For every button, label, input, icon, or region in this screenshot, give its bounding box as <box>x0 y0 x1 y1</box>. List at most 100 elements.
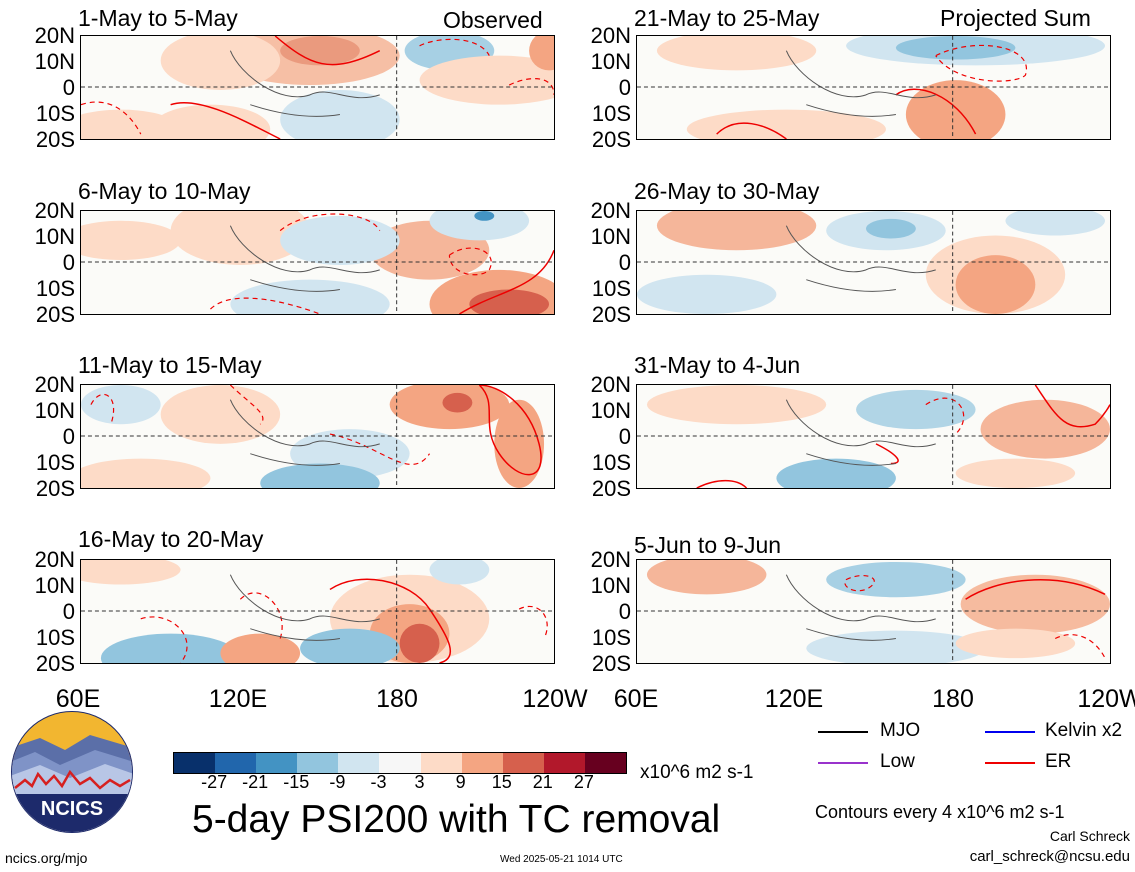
lat-tick-right-2-1: 10N <box>590 398 631 423</box>
colorbar-swatch-1 <box>215 753 257 773</box>
legend-line-kelvin <box>985 731 1035 733</box>
panel-title-2: 6-May to 10-May <box>78 178 251 204</box>
lon-tick-180-right: 180 <box>932 685 974 713</box>
colorbar-swatch-0 <box>174 753 216 773</box>
colorbar-tick-5: 3 <box>414 772 425 792</box>
lat-tick-right-3-3: 10S <box>591 625 631 650</box>
colorbar-swatch-4 <box>338 753 380 773</box>
lon-tick-120e-left: 120E <box>208 685 268 713</box>
lat-tick-left-1-3: 10S <box>35 276 75 301</box>
lat-tick-left-3-2: 0 <box>62 599 75 624</box>
lat-tick-left-3-4: 20S <box>35 651 75 676</box>
panel-title-3: 11-May to 15-May <box>78 352 262 378</box>
colorbar-swatch-6 <box>420 753 462 773</box>
colorbar-tick-1: -21 <box>242 772 269 792</box>
lat-tick-left-0-3: 10S <box>35 101 75 126</box>
map-panel-6 <box>636 210 1111 315</box>
legend-label-mjo: MJO <box>880 720 921 741</box>
colorbar-units: x10^6 m2 s-1 <box>640 762 754 783</box>
lat-tick-left-1-4: 20S <box>35 302 75 327</box>
ncics-logo: NCICS <box>10 710 134 834</box>
lat-tick-right-0-3: 10S <box>591 101 631 126</box>
panel-title-4: 16-May to 20-May <box>78 526 264 552</box>
lat-tick-right-0-0: 20N <box>590 23 631 48</box>
colorbar-tick-2: -15 <box>283 772 310 792</box>
lon-tick-120w-left: 120W <box>522 685 588 713</box>
lat-tick-right-0-1: 10N <box>590 49 631 74</box>
lat-tick-left-2-3: 10S <box>35 450 75 475</box>
colorbar-tick-0: -27 <box>201 772 228 792</box>
logo-text: NCICS <box>41 798 103 820</box>
colorbar-swatch-9 <box>543 753 585 773</box>
lat-tick-left-1-1: 10N <box>34 224 75 249</box>
lat-tick-left-2-0: 20N <box>34 372 75 397</box>
lat-tick-left-0-0: 20N <box>34 23 75 48</box>
colorbar-tick-7: 15 <box>491 772 512 792</box>
panel-title-7: 31-May to 4-Jun <box>634 352 801 378</box>
colorbar-tick-8: 21 <box>532 772 553 792</box>
colorbar-swatch-3 <box>297 753 339 773</box>
map-panel-4 <box>80 559 555 664</box>
legend-label-low: Low <box>880 751 915 772</box>
map-panel-7 <box>636 384 1111 489</box>
map-panel-5 <box>636 35 1111 140</box>
panel-title-1: 1-May to 5-May <box>78 5 238 31</box>
lat-tick-right-3-0: 20N <box>590 547 631 572</box>
lat-tick-right-2-2: 0 <box>618 424 631 449</box>
lat-tick-left-2-4: 20S <box>35 476 75 501</box>
lon-tick-120e-right: 120E <box>764 685 824 713</box>
panel-label-projected: Projected Sum <box>940 5 1091 31</box>
lat-tick-left-3-3: 10S <box>35 625 75 650</box>
colorbar-tick-3: -9 <box>329 772 346 792</box>
lat-tick-right-1-3: 10S <box>591 276 631 301</box>
panel-label-observed: Observed <box>443 7 543 33</box>
panel-title-8: 5-Jun to 9-Jun <box>634 532 782 558</box>
legend-label-kelvin: Kelvin x2 <box>1045 720 1123 741</box>
colorbar-tick-6: 9 <box>455 772 466 792</box>
colorbar-swatch-10 <box>584 753 627 773</box>
author-email: carl_schreck@ncsu.edu <box>969 848 1130 865</box>
website-link[interactable]: ncics.org/mjo <box>5 850 88 866</box>
legend-line-er <box>985 762 1035 764</box>
lat-tick-right-2-3: 10S <box>591 450 631 475</box>
lat-tick-right-3-2: 0 <box>618 599 631 624</box>
timestamp: Wed 2025-05-21 1014 UTC <box>500 854 623 865</box>
lat-tick-right-1-2: 0 <box>618 250 631 275</box>
colorbar-swatch-8 <box>502 753 544 773</box>
lat-tick-left-0-1: 10N <box>34 49 75 74</box>
lat-tick-left-2-2: 0 <box>62 424 75 449</box>
lon-tick-180-left: 180 <box>376 685 418 713</box>
map-panel-2 <box>80 210 555 315</box>
lat-tick-right-1-1: 10N <box>590 224 631 249</box>
colorbar-swatch-2 <box>256 753 298 773</box>
lon-tick-120w-right: 120W <box>1077 685 1135 713</box>
colorbar-swatch-7 <box>461 753 503 773</box>
lat-tick-left-3-0: 20N <box>34 547 75 572</box>
colorbar-tick-9: 27 <box>573 772 594 792</box>
lat-tick-left-0-4: 20S <box>35 127 75 152</box>
lat-tick-right-3-4: 20S <box>591 651 631 676</box>
map-panel-3 <box>80 384 555 489</box>
lon-tick-60e-right: 60E <box>613 685 659 713</box>
map-panel-1 <box>80 35 555 140</box>
colorbar-tick-4: -3 <box>370 772 387 792</box>
lat-tick-right-2-0: 20N <box>590 372 631 397</box>
lat-tick-right-3-1: 10N <box>590 573 631 598</box>
colorbar <box>173 752 627 774</box>
author: Carl Schreck <box>1049 828 1130 844</box>
lat-tick-left-3-1: 10N <box>34 573 75 598</box>
lat-tick-right-1-0: 20N <box>590 198 631 223</box>
legend-line-low <box>818 762 868 764</box>
lat-tick-left-0-2: 0 <box>62 75 75 100</box>
legend-label-er: ER <box>1045 751 1072 772</box>
colorbar-swatch-5 <box>379 753 421 773</box>
lat-tick-right-1-4: 20S <box>591 302 631 327</box>
panel-title-6: 26-May to 30-May <box>634 178 820 204</box>
map-panel-8 <box>636 559 1111 664</box>
lat-tick-right-2-4: 20S <box>591 476 631 501</box>
legend-line-mjo <box>818 731 868 733</box>
lat-tick-right-0-4: 20S <box>591 127 631 152</box>
panel-title-5: 21-May to 25-May <box>634 5 820 31</box>
lon-tick-60e-left: 60E <box>55 685 101 713</box>
lat-tick-left-1-0: 20N <box>34 198 75 223</box>
